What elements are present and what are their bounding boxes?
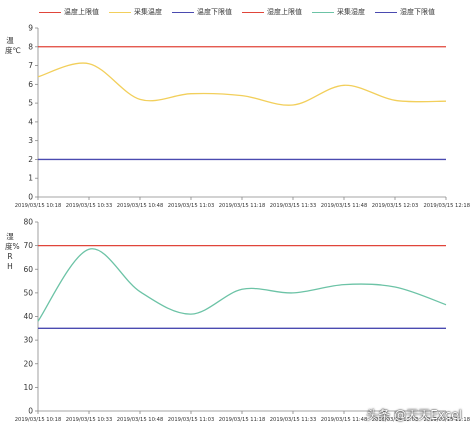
legend-label: 温度上限值: [64, 8, 99, 16]
legend-label: 采集湿度: [337, 8, 365, 16]
x-tick-label: 2019/03/15 12:18: [424, 203, 471, 209]
y-tick-label: 8: [28, 42, 33, 51]
legend-item: 温度下限值: [172, 6, 232, 18]
x-tick-label: 2019/03/15 11:03: [168, 203, 215, 209]
x-tick-label: 2019/03/15 10:33: [66, 203, 113, 209]
x-tick-label: 2019/03/15 10:48: [117, 203, 164, 209]
legend-swatch: [172, 11, 194, 13]
legend-item: 采集温度: [109, 6, 162, 18]
x-tick-label: 2019/03/15 11:48: [321, 417, 368, 423]
y-tick-label: 7: [28, 61, 33, 70]
y-tick-label: 5: [28, 99, 33, 108]
y-tick-label: 3: [28, 136, 33, 145]
y-tick-label: 20: [23, 359, 33, 368]
x-tick-label: 2019/03/15 11:03: [168, 417, 215, 423]
watermark: 头条 @天天Excel: [366, 408, 462, 422]
y-tick-label: 10: [23, 383, 33, 392]
y-tick-label: 0: [28, 193, 33, 202]
legend-item: 湿度上限值: [242, 6, 302, 18]
y-tick-label: 4: [28, 117, 33, 126]
y-tick-label: 1: [28, 174, 33, 183]
x-tick-label: 2019/03/15 10:18: [15, 417, 62, 423]
y-tick-label: 9: [28, 24, 33, 33]
x-tick-label: 2019/03/15 12:03: [372, 417, 419, 423]
y-tick-label: 50: [23, 288, 33, 297]
legend-swatch: [242, 11, 264, 13]
y-tick-label: 30: [23, 336, 33, 345]
legend-item: 湿度下限值: [375, 6, 435, 18]
legend: 温度上限值 采集温度 温度下限值 湿度上限值 采集湿度 湿度下限值: [0, 6, 474, 18]
legend-swatch: [109, 11, 131, 13]
temperature-chart: 0 1 2 3 4 5 6 7 8 9 2019/03/15 10:18 2019/03/15 10:…: [15, 24, 470, 210]
y-tick-label: 80: [23, 218, 33, 227]
x-tick-label: 2019/03/15 11:33: [270, 417, 317, 423]
y-tick-label: 70: [23, 241, 33, 250]
temperature-axis-label: 温度℃: [5, 36, 21, 55]
x-tick-label: 2019/03/15 12:03: [372, 203, 419, 209]
y-tick-label: 6: [28, 80, 33, 89]
x-tick-label: 2019/03/15 11:33: [270, 203, 317, 209]
y-tick-label: 60: [23, 265, 33, 274]
x-tick-label: 2019/03/15 10:48: [117, 417, 164, 423]
legend-label: 湿度上限值: [267, 8, 302, 16]
humidity-chart: 0 10 20 30 40 50 60 70 80 2019/03/15 10:18 2019/03…: [15, 218, 470, 424]
y-tick-label: 2: [28, 155, 33, 164]
legend-item: 温度上限值: [39, 6, 99, 18]
legend-swatch: [312, 11, 334, 13]
legend-item: 采集湿度: [312, 6, 365, 18]
series-line: [37, 62, 447, 106]
humidity-axis-label: 湿度%RH: [5, 232, 20, 271]
x-tick-label: 2019/03/15 11:18: [219, 203, 266, 209]
y-tick-label: 0: [28, 407, 33, 416]
legend-label: 采集温度: [134, 8, 162, 16]
x-tick-label: 2019/03/15 12:18: [424, 417, 471, 423]
x-tick-label: 2019/03/15 10:33: [66, 417, 113, 423]
y-tick-label: 40: [23, 312, 33, 321]
legend-label: 温度下限值: [197, 8, 232, 16]
legend-swatch: [375, 11, 397, 13]
x-tick-label: 2019/03/15 10:18: [15, 203, 62, 209]
legend-swatch: [39, 11, 61, 13]
x-tick-label: 2019/03/15 11:18: [219, 417, 266, 423]
legend-label: 湿度下限值: [400, 8, 435, 16]
x-tick-label: 2019/03/15 11:48: [321, 203, 368, 209]
series-line: [37, 248, 447, 322]
